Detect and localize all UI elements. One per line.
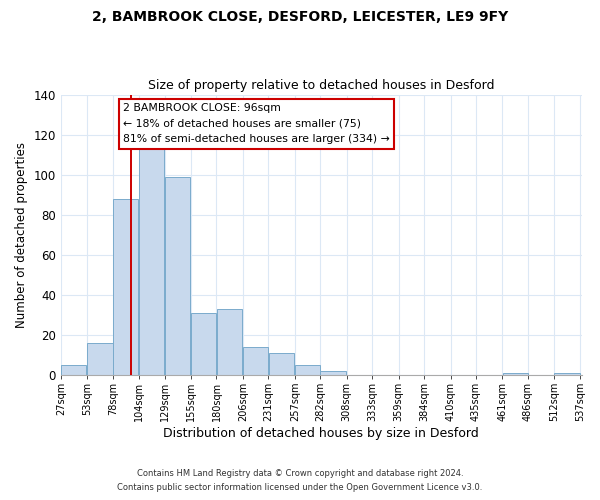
Bar [269,353,293,375]
Bar [191,313,217,375]
Bar [295,365,320,375]
Text: 2, BAMBROOK CLOSE, DESFORD, LEICESTER, LE9 9FY: 2, BAMBROOK CLOSE, DESFORD, LEICESTER, L… [92,10,508,24]
Text: Contains HM Land Registry data © Crown copyright and database right 2024.: Contains HM Land Registry data © Crown c… [137,468,463,477]
Bar [503,373,528,375]
Bar [243,347,268,375]
Bar [165,176,190,375]
Bar [320,371,346,375]
Bar [61,365,86,375]
Text: Contains public sector information licensed under the Open Government Licence v3: Contains public sector information licen… [118,484,482,492]
Bar [139,148,164,375]
Text: 2 BAMBROOK CLOSE: 96sqm
← 18% of detached houses are smaller (75)
81% of semi-de: 2 BAMBROOK CLOSE: 96sqm ← 18% of detache… [124,103,390,144]
Y-axis label: Number of detached properties: Number of detached properties [15,142,28,328]
Title: Size of property relative to detached houses in Desford: Size of property relative to detached ho… [148,79,494,92]
Bar [554,373,580,375]
Bar [88,343,113,375]
Bar [113,198,138,375]
X-axis label: Distribution of detached houses by size in Desford: Distribution of detached houses by size … [163,427,479,440]
Bar [217,309,242,375]
